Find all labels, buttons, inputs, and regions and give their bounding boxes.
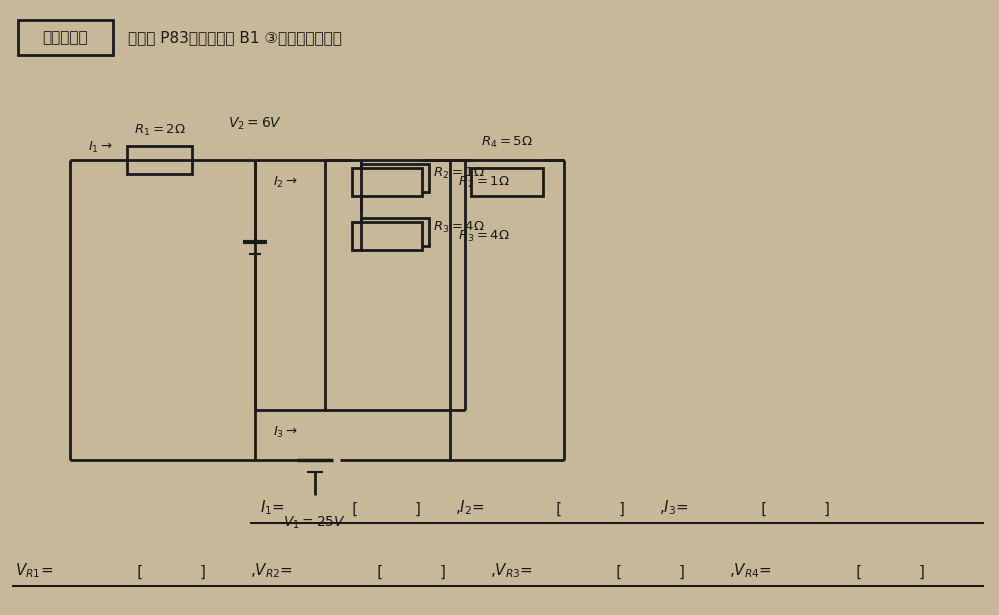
Text: 教科書 P83の章末問題 B1 ③を計算しよう。: 教科書 P83の章末問題 B1 ③を計算しよう。 <box>128 30 342 45</box>
Text: $R_4 = 5\Omega$: $R_4 = 5\Omega$ <box>482 135 532 150</box>
Bar <box>353 168 422 196</box>
Text: $R_2 = 1\Omega$: $R_2 = 1\Omega$ <box>433 165 485 181</box>
Text: [      ]: [ ] <box>135 565 208 580</box>
Text: $I_1 \rightarrow$: $I_1 \rightarrow$ <box>88 140 113 155</box>
Bar <box>361 218 429 246</box>
Text: ,$I_2$=: ,$I_2$= <box>455 498 485 517</box>
Bar <box>472 168 543 196</box>
Text: $I_1$=: $I_1$= <box>260 498 285 517</box>
Bar <box>128 146 193 174</box>
Text: $V_2 = 6V$: $V_2 = 6V$ <box>228 116 282 132</box>
Bar <box>18 20 113 55</box>
Text: $V_{R1}$=: $V_{R1}$= <box>15 561 53 580</box>
Text: $R_3 = 4\Omega$: $R_3 = 4\Omega$ <box>433 220 485 234</box>
Text: [      ]: [ ] <box>759 502 832 517</box>
Text: $I_3 \rightarrow$: $I_3 \rightarrow$ <box>273 424 298 440</box>
Text: ,$V_{R3}$=: ,$V_{R3}$= <box>490 561 532 580</box>
Text: [      ]: [ ] <box>350 502 423 517</box>
Bar <box>353 222 422 250</box>
Text: [      ]: [ ] <box>614 565 687 580</box>
Text: $R_1 = 2\Omega$: $R_1 = 2\Omega$ <box>134 123 186 138</box>
Text: $R_3 = 4\Omega$: $R_3 = 4\Omega$ <box>458 228 509 244</box>
Text: ,$V_{R2}$=: ,$V_{R2}$= <box>250 561 293 580</box>
Text: ,$I_3$=: ,$I_3$= <box>659 498 689 517</box>
Text: $V_1 = 25V$: $V_1 = 25V$ <box>283 515 347 531</box>
Bar <box>361 164 429 192</box>
Text: $R_2 = 1\Omega$: $R_2 = 1\Omega$ <box>458 175 509 189</box>
Text: [      ]: [ ] <box>375 565 448 580</box>
Text: [      ]: [ ] <box>854 565 927 580</box>
Text: $I_2 \rightarrow$: $I_2 \rightarrow$ <box>273 175 298 189</box>
Text: 実技９－１: 実技９－１ <box>43 30 88 45</box>
Text: ,$V_{R4}$=: ,$V_{R4}$= <box>729 561 772 580</box>
Text: [      ]: [ ] <box>554 502 627 517</box>
